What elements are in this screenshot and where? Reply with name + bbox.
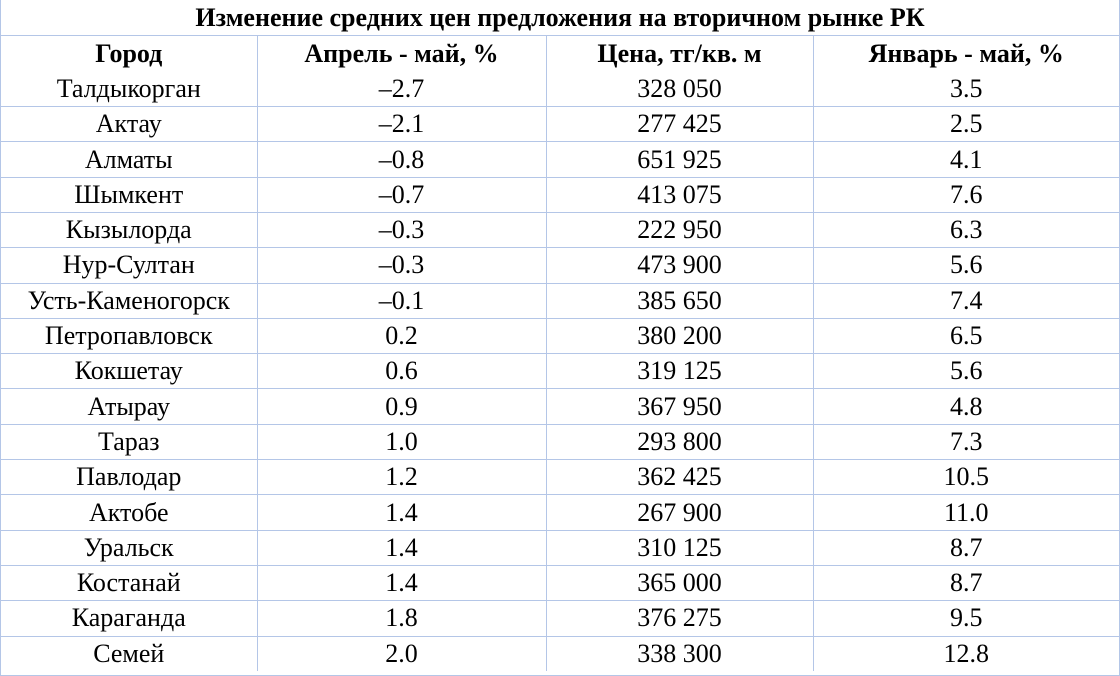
cell-city: Кызылорда [1,212,258,249]
cell-price: 293 800 [546,424,814,461]
table-row: Атырау 0.9 367 950 4.8 [1,388,1119,425]
cell-jan-may: 11.0 [813,494,1119,531]
header-city: Город [1,36,258,72]
table-row: Петропавловск 0.2 380 200 6.5 [1,318,1119,355]
cell-city: Кокшетау [1,353,258,390]
cell-jan-may: 4.8 [813,388,1119,425]
cell-april-may: 0.2 [257,318,547,355]
cell-jan-may: 3.5 [813,71,1119,108]
table-row: Алматы –0.8 651 925 4.1 [1,141,1119,178]
table-row: Нур-Султан –0.3 473 900 5.6 [1,247,1119,284]
cell-price: 651 925 [546,141,814,178]
cell-april-may: 1.8 [257,600,547,637]
table-row: Павлодар 1.2 362 425 10.5 [1,459,1119,496]
cell-city: Талдыкорган [1,71,258,108]
table-row: Караганда 1.8 376 275 9.5 [1,600,1119,637]
cell-price: 310 125 [546,530,814,566]
cell-april-may: –0.1 [257,283,547,319]
cell-jan-may: 6.3 [813,212,1119,249]
cell-price: 277 425 [546,106,814,143]
cell-jan-may: 7.3 [813,424,1119,461]
table-row: Шымкент –0.7 413 075 7.6 [1,177,1119,213]
cell-city: Тараз [1,424,258,461]
cell-april-may: 1.4 [257,494,547,531]
cell-april-may: –0.3 [257,247,547,284]
cell-jan-may: 8.7 [813,565,1119,602]
cell-april-may: 1.4 [257,530,547,566]
header-row: Город Апрель - май, % Цена, тг/кв. м Янв… [1,36,1119,72]
cell-price: 413 075 [546,177,814,213]
price-table: Город Апрель - май, % Цена, тг/кв. м Янв… [1,36,1119,672]
cell-jan-may: 10.5 [813,459,1119,496]
cell-city: Костанай [1,565,258,602]
header-april-may: Апрель - май, % [257,36,547,72]
cell-price: 362 425 [546,459,814,496]
table-row: Кызылорда –0.3 222 950 6.3 [1,212,1119,249]
header-jan-may: Январь - май, % [868,38,1064,68]
table-row: Усть-Каменогорск –0.1 385 650 7.4 [1,283,1119,319]
cell-april-may: –0.3 [257,212,547,249]
table-title: Изменение средних цен предложения на вто… [1,0,1119,36]
cell-price: 376 275 [546,600,814,637]
header-price: Цена, тг/кв. м [546,36,814,72]
table-row: Тараз 1.0 293 800 7.3 [1,424,1119,461]
cell-price: 385 650 [546,283,814,319]
table-row: Костанай 1.4 365 000 8.7 [1,565,1119,602]
cell-jan-may: 7.6 [813,177,1119,213]
cell-price: 380 200 [546,318,814,355]
cell-april-may: 1.0 [257,424,547,461]
cell-city: Уральск [1,530,258,566]
cell-jan-may: 12.8 [943,638,990,668]
cell-price: 222 950 [546,212,814,249]
cell-price: 267 900 [546,494,814,531]
cell-april-may: 1.4 [257,565,547,602]
cell-price: 367 950 [546,388,814,425]
cell-april-may: –0.8 [257,141,547,178]
table-row: Семей 2.0 338 300 12.8 [1,636,1119,672]
cell-city: Семей [1,636,258,672]
cell-city: Актобе [1,494,258,531]
table-row: Актау –2.1 277 425 2.5 [1,106,1119,143]
cell-price: 365 000 [546,565,814,602]
cell-april-may: –2.7 [257,71,547,108]
cell-city: Актау [1,106,258,143]
cell-city: Нур-Султан [1,247,258,284]
cell-city: Павлодар [1,459,258,496]
cell-april-may: 0.9 [257,388,547,425]
cell-city: Петропавловск [1,318,258,355]
cell-april-may: 0.6 [257,353,547,390]
cell-price: 338 300 [546,636,814,672]
cell-price: 319 125 [546,353,814,390]
cell-jan-may: 4.1 [813,141,1119,178]
table-row: Уральск 1.4 310 125 8.7 [1,530,1119,566]
cell-jan-may: 7.4 [813,283,1119,319]
cell-city: Усть-Каменогорск [1,283,258,319]
cell-april-may: 1.2 [257,459,547,496]
cell-city: Шымкент [1,177,258,213]
cell-city: Атырау [1,388,258,425]
cell-price: 328 050 [546,71,814,108]
table-row: Талдыкорган –2.7 328 050 3.5 [1,71,1119,108]
cell-jan-may: 6.5 [813,318,1119,355]
cell-city: Караганда [1,600,258,637]
cell-jan-may: 9.5 [813,600,1119,637]
cell-jan-may: 5.6 [813,353,1119,390]
cell-april-may: –2.1 [257,106,547,143]
cell-jan-may: 5.6 [813,247,1119,284]
table-body: Талдыкорган –2.7 328 050 3.5 Актау –2.1 277 42… [1,71,1119,672]
cell-april-may: 2.0 [257,636,547,672]
cell-april-may: –0.7 [257,177,547,213]
cell-jan-may: 8.7 [813,530,1119,566]
cell-jan-may: 2.5 [813,106,1119,143]
table-row: Кокшетау 0.6 319 125 5.6 [1,353,1119,390]
table-row: Актобе 1.4 267 900 11.0 [1,494,1119,531]
cell-city: Алматы [1,141,258,178]
cell-price: 473 900 [546,247,814,284]
